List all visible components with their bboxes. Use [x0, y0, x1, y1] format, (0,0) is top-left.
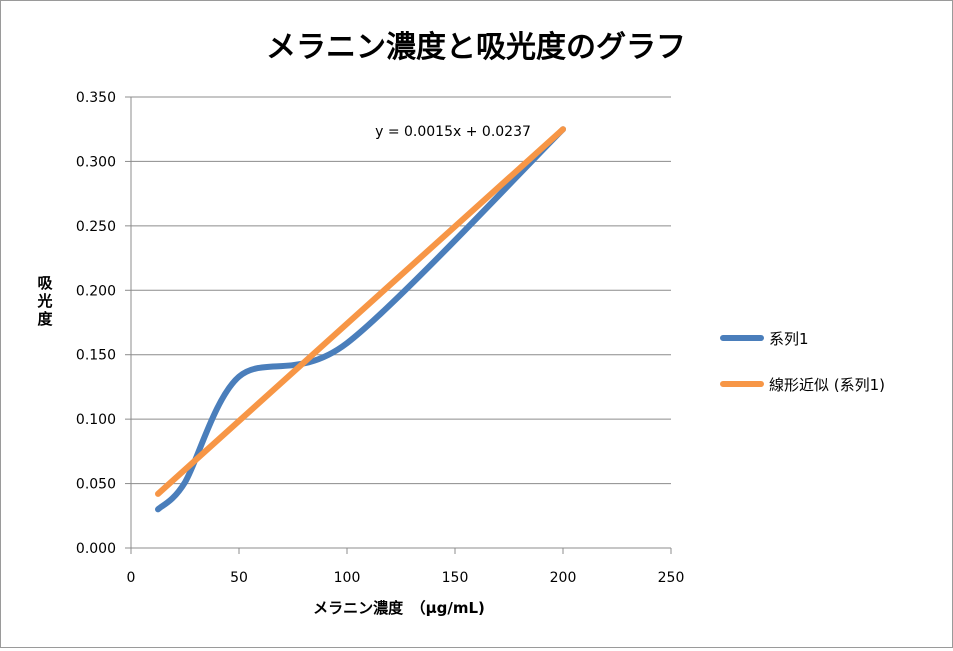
y-tick-label: 0.050 — [76, 477, 116, 493]
y-tick-label: 0.000 — [76, 541, 116, 557]
x-tick-label: 150 — [442, 570, 469, 586]
series-line-1 — [155, 126, 566, 513]
y-tick-label: 0.150 — [76, 348, 116, 364]
x-tick-label: 200 — [550, 570, 577, 586]
y-tick-label: 0.100 — [76, 412, 116, 428]
y-tick-label: 0.350 — [76, 90, 116, 106]
x-tick-label: 250 — [658, 570, 685, 586]
y-axis-title: 吸光度 — [36, 274, 53, 328]
x-axis-title: メラニン濃度 （μg/mL) — [313, 599, 485, 617]
x-tick-label: 50 — [230, 570, 248, 586]
y-tick-label: 0.200 — [76, 283, 116, 299]
x-tick-label: 0 — [127, 570, 136, 586]
legend-label: 系列1 — [769, 330, 809, 348]
y-tick-label: 0.300 — [76, 154, 116, 170]
series-layer — [155, 126, 566, 513]
y-tick-label: 0.250 — [76, 219, 116, 235]
x-tick-label: 100 — [334, 570, 361, 586]
grid-layer — [131, 96, 671, 485]
axis-layer: 0.000 0.050 0.100 0.150 0.200 0.250 0.300 0.350… — [76, 90, 684, 586]
trendline-equation: y = 0.0015x + 0.0237 — [375, 124, 531, 140]
y-axis-title-text: 吸光度 — [36, 274, 53, 328]
legend-label: 線形近似 (系列1) — [769, 376, 885, 394]
trendline-line — [155, 126, 566, 497]
legend: 系列1 線形近似 (系列1) — [720, 330, 885, 394]
chart-title: メラニン濃度と吸光度のグラフ — [266, 30, 686, 65]
